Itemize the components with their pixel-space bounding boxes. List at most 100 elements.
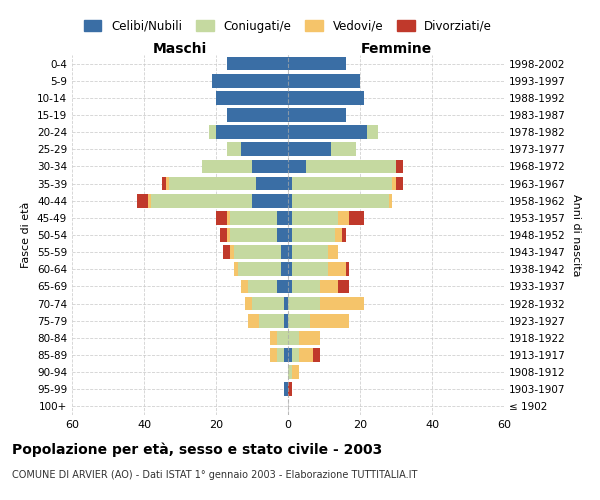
Y-axis label: Anni di nascita: Anni di nascita <box>571 194 581 276</box>
Y-axis label: Fasce di età: Fasce di età <box>22 202 31 268</box>
Bar <box>169 176 256 190</box>
Bar <box>320 296 364 310</box>
Bar <box>331 142 356 156</box>
Bar <box>230 246 234 259</box>
Bar <box>234 246 281 259</box>
Bar <box>328 246 338 259</box>
Text: Popolazione per età, sesso e stato civile - 2003: Popolazione per età, sesso e stato civil… <box>12 442 382 457</box>
Bar <box>259 314 284 328</box>
Bar <box>288 108 346 122</box>
Legend: Celibi/Nubili, Coniugati/e, Vedovi/e, Divorziati/e: Celibi/Nubili, Coniugati/e, Vedovi/e, Di… <box>84 20 492 32</box>
Bar <box>277 331 288 344</box>
Bar <box>230 228 277 242</box>
Bar <box>245 296 252 310</box>
Bar <box>216 91 288 104</box>
Bar <box>277 280 288 293</box>
Bar <box>292 348 299 362</box>
Bar <box>151 194 252 207</box>
Bar <box>216 126 288 139</box>
Bar <box>209 126 216 139</box>
Bar <box>292 280 320 293</box>
Bar <box>389 194 392 207</box>
Bar <box>252 160 288 173</box>
Bar <box>288 228 292 242</box>
Bar <box>288 194 292 207</box>
Bar <box>299 331 320 344</box>
Bar <box>313 348 320 362</box>
Bar <box>284 296 288 310</box>
Bar <box>288 382 292 396</box>
Bar <box>367 126 378 139</box>
Bar <box>248 314 259 328</box>
Bar <box>238 262 281 276</box>
Bar <box>292 228 335 242</box>
Bar <box>284 382 288 396</box>
Bar <box>288 280 292 293</box>
Bar <box>220 228 227 242</box>
Bar <box>281 246 288 259</box>
Bar <box>392 176 396 190</box>
Bar <box>292 262 328 276</box>
Bar <box>227 211 230 224</box>
Bar <box>335 228 342 242</box>
Bar <box>306 160 396 173</box>
Bar <box>227 56 288 70</box>
Bar <box>338 211 349 224</box>
Bar <box>148 194 151 207</box>
Bar <box>288 314 310 328</box>
Bar <box>256 176 288 190</box>
Bar <box>234 262 238 276</box>
Bar <box>342 228 346 242</box>
Text: COMUNE DI ARVIER (AO) - Dati ISTAT 1° gennaio 2003 - Elaborazione TUTTITALIA.IT: COMUNE DI ARVIER (AO) - Dati ISTAT 1° ge… <box>12 470 418 480</box>
Bar <box>252 194 288 207</box>
Bar <box>320 280 338 293</box>
Bar <box>299 348 313 362</box>
Bar <box>227 142 241 156</box>
Bar <box>223 246 230 259</box>
Bar <box>270 331 277 344</box>
Bar <box>202 160 252 173</box>
Bar <box>216 211 227 224</box>
Bar <box>288 126 367 139</box>
Bar <box>288 160 306 173</box>
Bar <box>346 262 349 276</box>
Bar <box>227 228 230 242</box>
Bar <box>252 296 284 310</box>
Bar <box>166 176 169 190</box>
Bar <box>288 296 320 310</box>
Bar <box>396 176 403 190</box>
Bar <box>288 262 292 276</box>
Bar <box>288 366 292 379</box>
Bar <box>137 194 148 207</box>
Bar <box>270 348 277 362</box>
Bar <box>292 194 389 207</box>
Text: Maschi: Maschi <box>153 42 207 56</box>
Text: Femmine: Femmine <box>361 42 431 56</box>
Bar <box>349 211 364 224</box>
Bar <box>284 314 288 328</box>
Bar <box>288 331 299 344</box>
Bar <box>292 211 338 224</box>
Bar <box>248 280 277 293</box>
Bar <box>288 74 360 88</box>
Bar <box>277 348 284 362</box>
Bar <box>292 366 299 379</box>
Bar <box>162 176 166 190</box>
Bar <box>212 74 288 88</box>
Bar <box>310 314 349 328</box>
Bar <box>277 211 288 224</box>
Bar <box>292 246 328 259</box>
Bar <box>288 176 292 190</box>
Bar <box>281 262 288 276</box>
Bar <box>288 56 346 70</box>
Bar <box>328 262 346 276</box>
Bar <box>284 348 288 362</box>
Bar <box>288 142 331 156</box>
Bar <box>338 280 349 293</box>
Bar <box>227 108 288 122</box>
Bar <box>288 91 364 104</box>
Bar <box>241 280 248 293</box>
Bar <box>288 246 292 259</box>
Bar <box>241 142 288 156</box>
Bar <box>288 348 292 362</box>
